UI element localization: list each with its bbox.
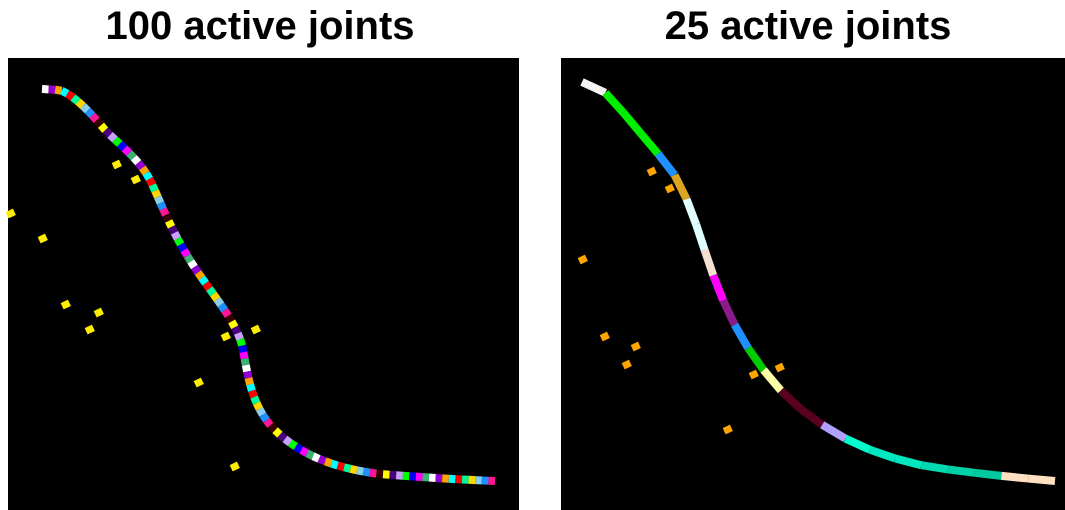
joint-segment [975,473,1002,476]
joint-segment [338,466,344,468]
joint-segment [129,153,134,158]
joint-segment [242,346,243,352]
joint-segment [217,299,221,304]
joint-segment [357,470,363,471]
joint-segment [221,305,225,310]
joint-segment [181,244,184,250]
joint-segment [169,221,172,227]
joint-segment [266,420,270,425]
joint-segment [383,474,390,475]
joint-segment [307,453,313,456]
joint-segment [232,321,235,327]
joint-segment [275,430,280,434]
joint-segment [78,102,83,106]
joint-segment [142,168,146,173]
joint-segment [245,359,246,365]
joint-segment [62,91,68,94]
joint-segment [350,469,356,470]
joint-segment [213,294,217,299]
joint-segment [280,435,285,439]
joint-segment [172,227,175,233]
joint-segment [97,120,101,125]
joint-segment [238,333,240,339]
joint-segment [296,447,302,450]
joint-segment [83,106,88,111]
joint-segment [243,352,244,358]
joint-segment [138,163,142,168]
joint-segment [921,465,948,469]
joint-segment [146,173,149,179]
joint-segment [250,384,252,390]
joint-segment [163,209,166,215]
joint-segment [115,139,120,143]
joint-segment [92,115,96,120]
joint-segment [187,256,190,262]
joint-segment [166,215,169,221]
joint-segment [73,97,78,101]
joint-segment [158,197,161,203]
joint-segment [152,185,155,191]
joint-segment [370,473,377,474]
joint-segment [270,425,275,430]
joint-segment [202,278,206,283]
joint-segment [344,467,350,469]
joint-segment [194,267,198,272]
joint-segment [252,391,254,397]
joint-segment [155,191,158,197]
joint-segment [248,378,250,384]
joint-segment [257,403,260,409]
figure: 100 active joints 25 active joints [0,0,1065,510]
joint-segment [55,90,61,91]
joint-segment [184,250,187,256]
joint-segment [125,148,130,153]
joint-segment [331,464,337,466]
joint-segment [105,130,110,135]
joint-segment [1001,476,1028,479]
joint-segment [948,469,975,472]
joint-segment [198,273,202,278]
joint-segment [209,289,213,294]
joint-segment [240,339,242,345]
joint-segment [120,144,125,149]
joint-segment [149,179,152,185]
joint-segment [363,472,370,473]
scene-left [8,58,519,510]
joint-segment [1028,479,1055,481]
joint-segment [206,283,210,288]
joint-segment [285,439,290,443]
joint-segment [325,461,331,463]
joint-segment [178,239,181,245]
joint-segment [228,316,231,322]
joint-segment [290,443,295,447]
joint-segment [259,409,262,415]
joint-segment [88,111,93,116]
joint-segment [254,397,257,403]
joint-segment [67,94,72,98]
joint-segment [101,125,105,130]
joint-segment [225,310,229,316]
joint-segment [191,261,195,267]
joint-segment [174,233,177,239]
joint-segment [319,459,325,461]
joint-segment [160,203,163,209]
joint-segment [247,372,248,378]
joint-segment [301,450,307,453]
joint-segment [110,135,115,140]
joint-segment [235,327,238,333]
joint-segment [263,415,267,420]
joint-segment [246,365,247,371]
joint-segment [376,474,383,475]
joint-segment [134,158,138,163]
joint-segment [313,456,319,459]
scenes [0,0,1065,510]
